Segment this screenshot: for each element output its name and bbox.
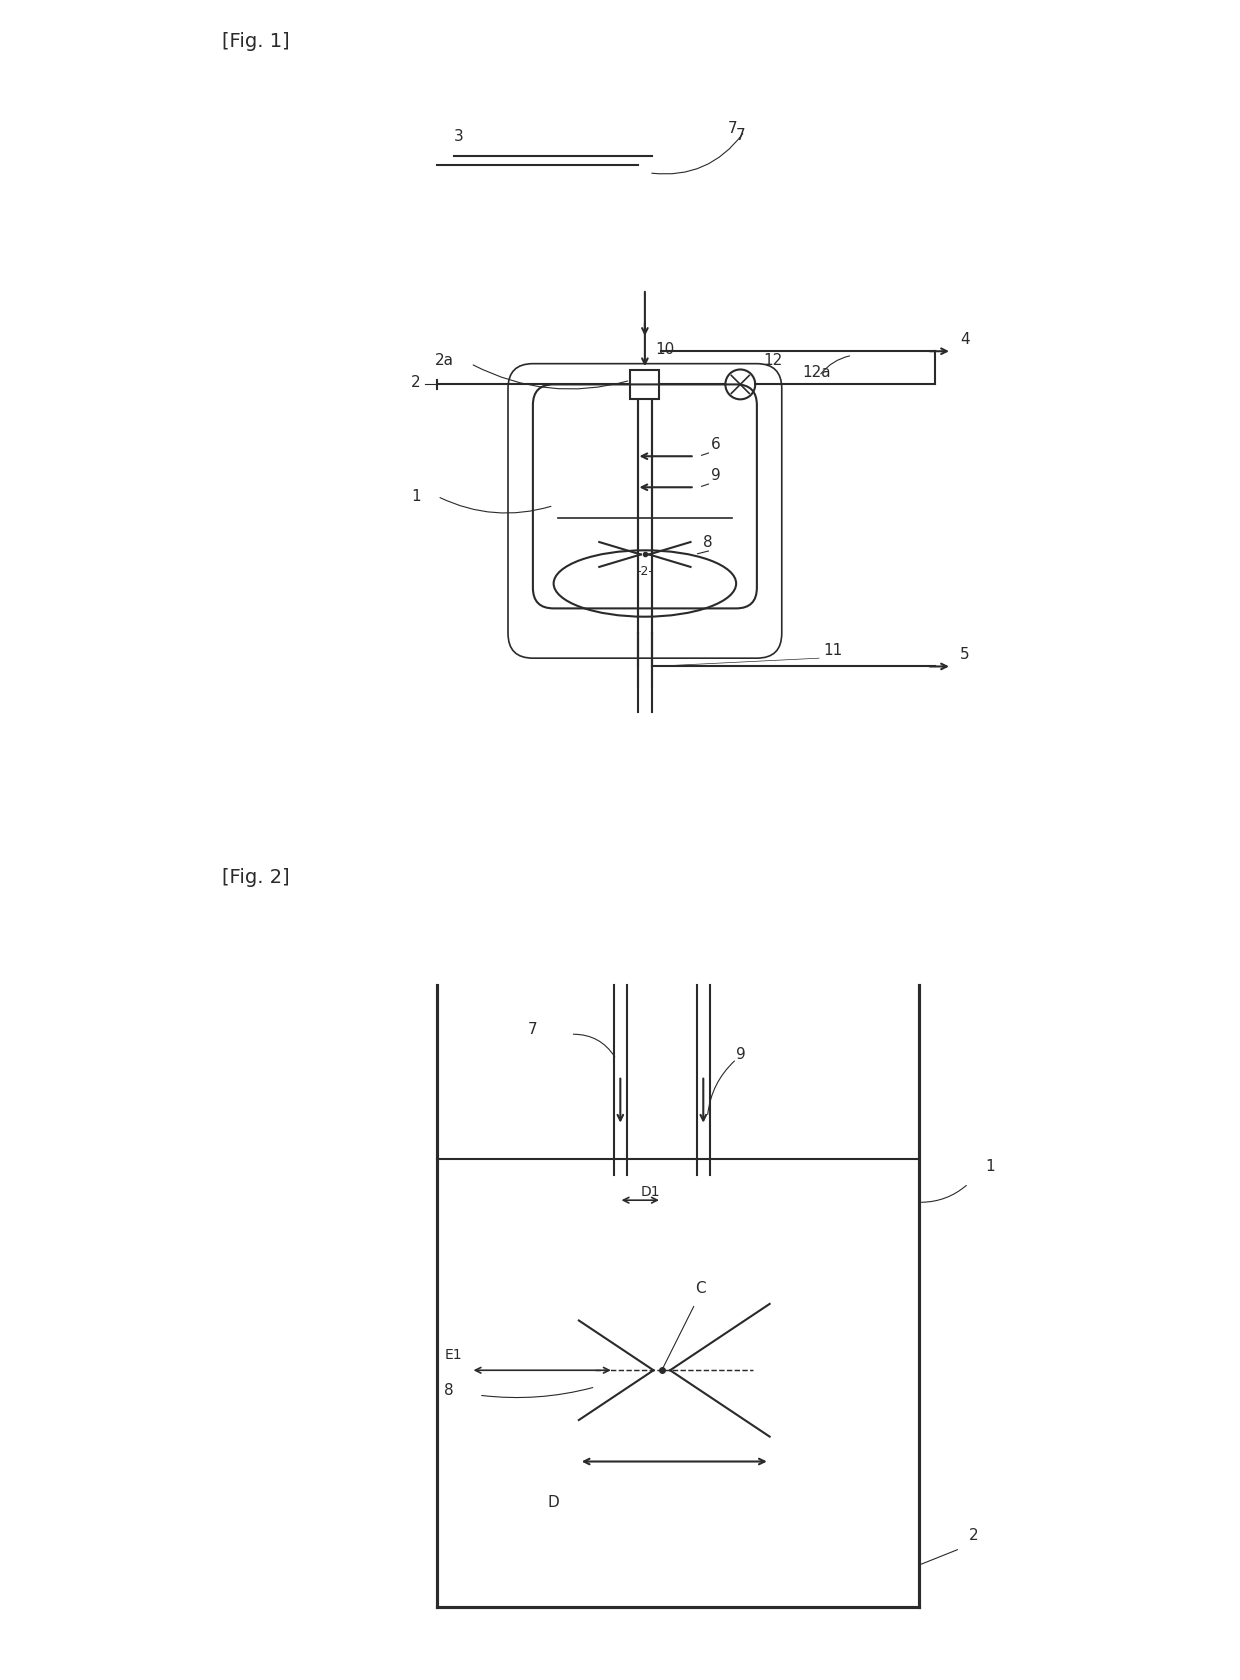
Text: 2: 2 — [412, 375, 420, 390]
Bar — [630, 370, 660, 398]
Text: 10: 10 — [655, 341, 675, 356]
Text: 12: 12 — [764, 353, 782, 368]
Text: 8: 8 — [444, 1383, 454, 1398]
Text: 7: 7 — [737, 128, 745, 143]
Text: D1: D1 — [641, 1184, 661, 1200]
Text: 9: 9 — [737, 1047, 746, 1062]
Text: 8: 8 — [703, 536, 713, 551]
Text: [Fig. 2]: [Fig. 2] — [222, 869, 289, 887]
Text: 12a: 12a — [802, 365, 831, 380]
Text: D: D — [548, 1495, 559, 1510]
Text: 2: 2 — [968, 1529, 978, 1544]
Text: C: C — [694, 1280, 706, 1295]
Text: E1: E1 — [445, 1347, 463, 1362]
Text: 1: 1 — [412, 489, 420, 504]
Text: 4: 4 — [960, 333, 970, 348]
Text: 3: 3 — [454, 129, 464, 144]
Text: 5: 5 — [960, 647, 970, 662]
Text: -2-: -2- — [636, 564, 653, 578]
Text: [Fig. 1]: [Fig. 1] — [222, 32, 289, 50]
Text: 1: 1 — [985, 1159, 994, 1174]
Text: 7: 7 — [528, 1021, 537, 1037]
Text: 7: 7 — [728, 121, 738, 136]
Text: 6: 6 — [712, 437, 720, 452]
Text: 9: 9 — [712, 469, 720, 484]
Text: 11: 11 — [823, 643, 842, 659]
Text: 2a: 2a — [435, 353, 454, 368]
